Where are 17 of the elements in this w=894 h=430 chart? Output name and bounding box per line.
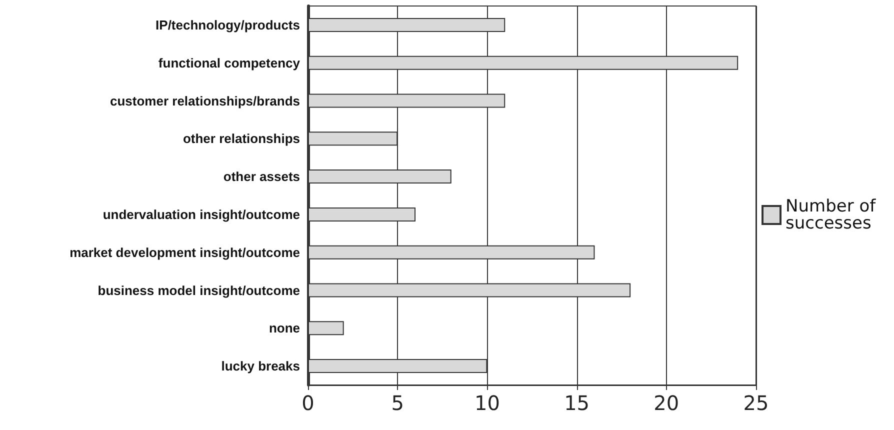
y-tick-label: other relationships (182, 131, 300, 146)
x-tick-label: 25 (743, 391, 769, 415)
y-tick-label: undervaluation insight/outcome (102, 206, 300, 222)
y-tick-label: business model insight/outcome (98, 282, 300, 298)
x-tick-label: 5 (391, 391, 404, 415)
y-tick-label: lucky breaks (221, 358, 300, 374)
y-tick-label: functional competency (158, 55, 301, 70)
y-tick-label: other assets (223, 169, 300, 184)
y-tick-label: customer relationships/brands (110, 93, 300, 108)
x-tick-label: 15 (564, 391, 590, 415)
x-tick-label: 0 (302, 391, 314, 415)
x-tick-label: 20 (654, 391, 680, 415)
y-tick-label: IP/technology/products (156, 17, 300, 32)
x-tick-label: 10 (474, 391, 500, 415)
y-tick-label: market development insight/outcome (70, 244, 300, 260)
y-tick-label: none (268, 320, 300, 336)
legend-label: Number of successes (786, 196, 881, 234)
